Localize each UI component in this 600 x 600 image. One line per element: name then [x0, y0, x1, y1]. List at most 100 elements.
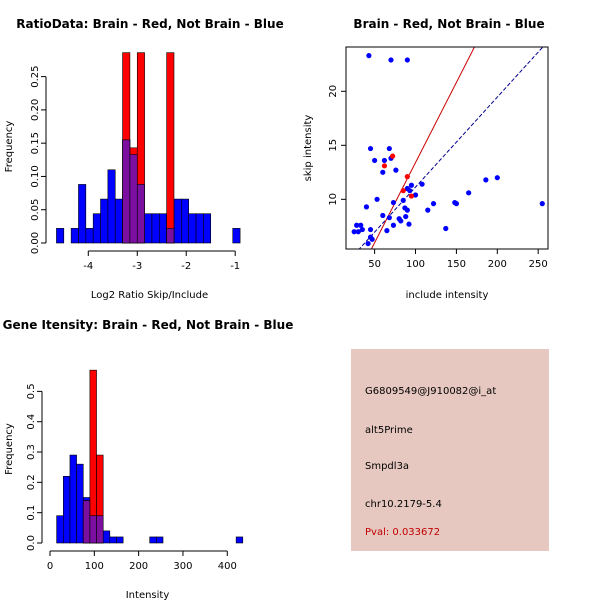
ratio-hist-x-tick-label: -1	[230, 261, 240, 272]
gene-hist-bar-not-brain	[156, 536, 164, 544]
scatter-x-tick-label: 250	[529, 259, 548, 270]
ratio-hist-bar-not-brain	[100, 198, 109, 244]
gene-hist-title: Gene Itensity: Brain - Red, Not Brain - …	[3, 318, 294, 332]
ratio-hist-bar-not-brain	[203, 213, 212, 244]
scatter-title: Brain - Red, Not Brain - Blue	[353, 17, 544, 31]
scatter-point-not-brain	[406, 221, 412, 227]
gene-hist-y-tick-label: 0.2	[26, 474, 37, 490]
scatter-x-tick-label: 50	[368, 259, 381, 270]
gene-hist-x-tick-label: 400	[218, 561, 237, 572]
gene-hist-bar-not-brain	[76, 463, 84, 544]
gene-hist-bar-not-brain	[102, 530, 111, 544]
scatter-point-not-brain	[400, 197, 406, 203]
scatter-point-not-brain	[403, 213, 409, 220]
scatter-point-not-brain	[358, 222, 364, 228]
scatter-point-not-brain	[384, 228, 390, 234]
ratio-hist-bar-not-brain	[70, 228, 79, 244]
gene-hist-x-tick-label: 300	[173, 561, 192, 572]
scatter-point-brain	[381, 163, 388, 169]
location-text: chr10.2179-5.4	[365, 499, 442, 510]
ratio-hist-bar-brain	[166, 52, 175, 244]
gene-hist-bar-overlap	[96, 515, 104, 544]
scatter-point-not-brain	[483, 177, 489, 183]
ratio-hist-bar-not-brain	[188, 213, 197, 244]
ratio-hist-bar-overlap	[122, 139, 131, 244]
scatter-x-tick-label: 100	[406, 259, 425, 270]
ratio-hist-y-tick-label: 0.05	[30, 199, 41, 221]
gene-hist-bar-not-brain	[69, 454, 77, 544]
scatter-frame	[345, 46, 549, 250]
scatter-point-not-brain	[398, 218, 404, 224]
scatter-point-not-brain	[354, 222, 360, 228]
gene-hist-bar-not-brain	[109, 536, 117, 544]
ratio-hist-bar-not-brain	[78, 184, 87, 244]
ratio-hist-bar-not-brain	[144, 213, 153, 244]
scatter-ylabel: skip intensity	[303, 115, 314, 182]
scatter-y-tick-label: 15	[328, 139, 339, 152]
scatter-point-not-brain	[407, 188, 413, 194]
scatter-point-not-brain	[386, 215, 392, 221]
scatter-point-not-brain	[380, 212, 386, 219]
ratio-hist-title: RatioData: Brain - Red, Not Brain - Blue	[16, 17, 283, 31]
scatter-point-not-brain	[425, 207, 431, 213]
ratio-hist-y-tick-label: 0.15	[30, 132, 41, 154]
scatter-line-identity	[358, 47, 544, 249]
scatter-point-not-brain	[419, 181, 425, 187]
scatter-point-not-brain	[367, 226, 374, 233]
scatter-y-tick-label: 10	[328, 193, 339, 206]
gene-hist-y-tick-label: 0.0	[26, 535, 37, 551]
scatter-point-not-brain	[386, 145, 392, 152]
gene-hist-y-tick-label: 0.5	[26, 383, 37, 399]
ratio-hist-bar-overlap	[129, 154, 138, 244]
ratio-hist-bar-not-brain	[92, 213, 101, 244]
scatter-point-brain	[408, 193, 415, 199]
scatter-point-not-brain	[367, 145, 374, 152]
ratio-hist-bar-not-brain	[85, 228, 94, 244]
scatter-x-tick-label: 150	[447, 259, 466, 270]
gene-hist-bar-not-brain	[62, 475, 71, 544]
gene-hist-x-tick-label: 100	[85, 561, 104, 572]
scatter-point-not-brain	[374, 196, 380, 202]
scatter-point-brain	[390, 153, 396, 159]
gene-hist-bar-not-brain	[149, 536, 157, 544]
scatter-point-not-brain	[366, 53, 372, 59]
ratio-hist-x-tick-label: -3	[132, 261, 142, 272]
scatter-y-tick-label: 20	[328, 85, 339, 98]
gene-name-text: Smpdl3a	[365, 461, 410, 472]
gene-hist-y-tick-label: 0.1	[26, 505, 37, 521]
ratio-hist-x-tick-label: -2	[181, 261, 191, 272]
ratio-hist-bar-overlap	[166, 228, 175, 244]
scatter-point-not-brain	[412, 192, 419, 198]
scatter-point-not-brain	[404, 207, 410, 213]
scatter-point-not-brain	[453, 201, 460, 207]
ratio-hist-ylabel: Frequency	[4, 121, 15, 173]
scatter-point-not-brain	[390, 199, 397, 206]
scatter-point-not-brain	[390, 222, 397, 228]
scatter-point-not-brain	[408, 182, 415, 188]
scatter-point-not-brain	[381, 157, 388, 164]
scatter-point-not-brain	[430, 201, 437, 207]
scatter-point-not-brain	[359, 226, 365, 233]
scatter-point-not-brain	[443, 225, 449, 232]
scatter-point-not-brain	[365, 240, 371, 247]
gene-hist-bar-overlap	[82, 500, 91, 544]
ratio-hist-bar-not-brain	[151, 213, 160, 244]
probe-id-text: G6809549@J910082@i_at	[365, 386, 497, 397]
scatter-point-not-brain	[369, 236, 375, 242]
scatter-line-brain-fit	[370, 47, 476, 249]
gene-hist-bar-not-brain	[56, 515, 64, 544]
scatter-x-tick-label: 200	[488, 259, 507, 270]
ratio-hist-bar-not-brain	[107, 169, 116, 244]
scatter-point-not-brain	[404, 57, 410, 63]
scatter-xlabel: include intensity	[406, 290, 489, 301]
scatter-point-not-brain	[539, 201, 545, 207]
gene-hist-bar-not-brain	[235, 536, 244, 544]
scatter-point-not-brain	[388, 57, 394, 63]
gene-hist-x-tick-label: 200	[129, 561, 148, 572]
scatter-point-not-brain	[363, 204, 370, 210]
pval-text: Pval: 0.033672	[365, 527, 441, 538]
scatter-point-not-brain	[466, 190, 472, 196]
ratio-hist-bar-not-brain	[232, 228, 241, 244]
ratio-hist-y-tick-label: 0.20	[30, 99, 41, 121]
